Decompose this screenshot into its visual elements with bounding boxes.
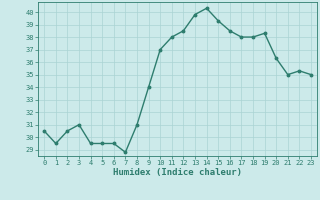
X-axis label: Humidex (Indice chaleur): Humidex (Indice chaleur) xyxy=(113,168,242,177)
